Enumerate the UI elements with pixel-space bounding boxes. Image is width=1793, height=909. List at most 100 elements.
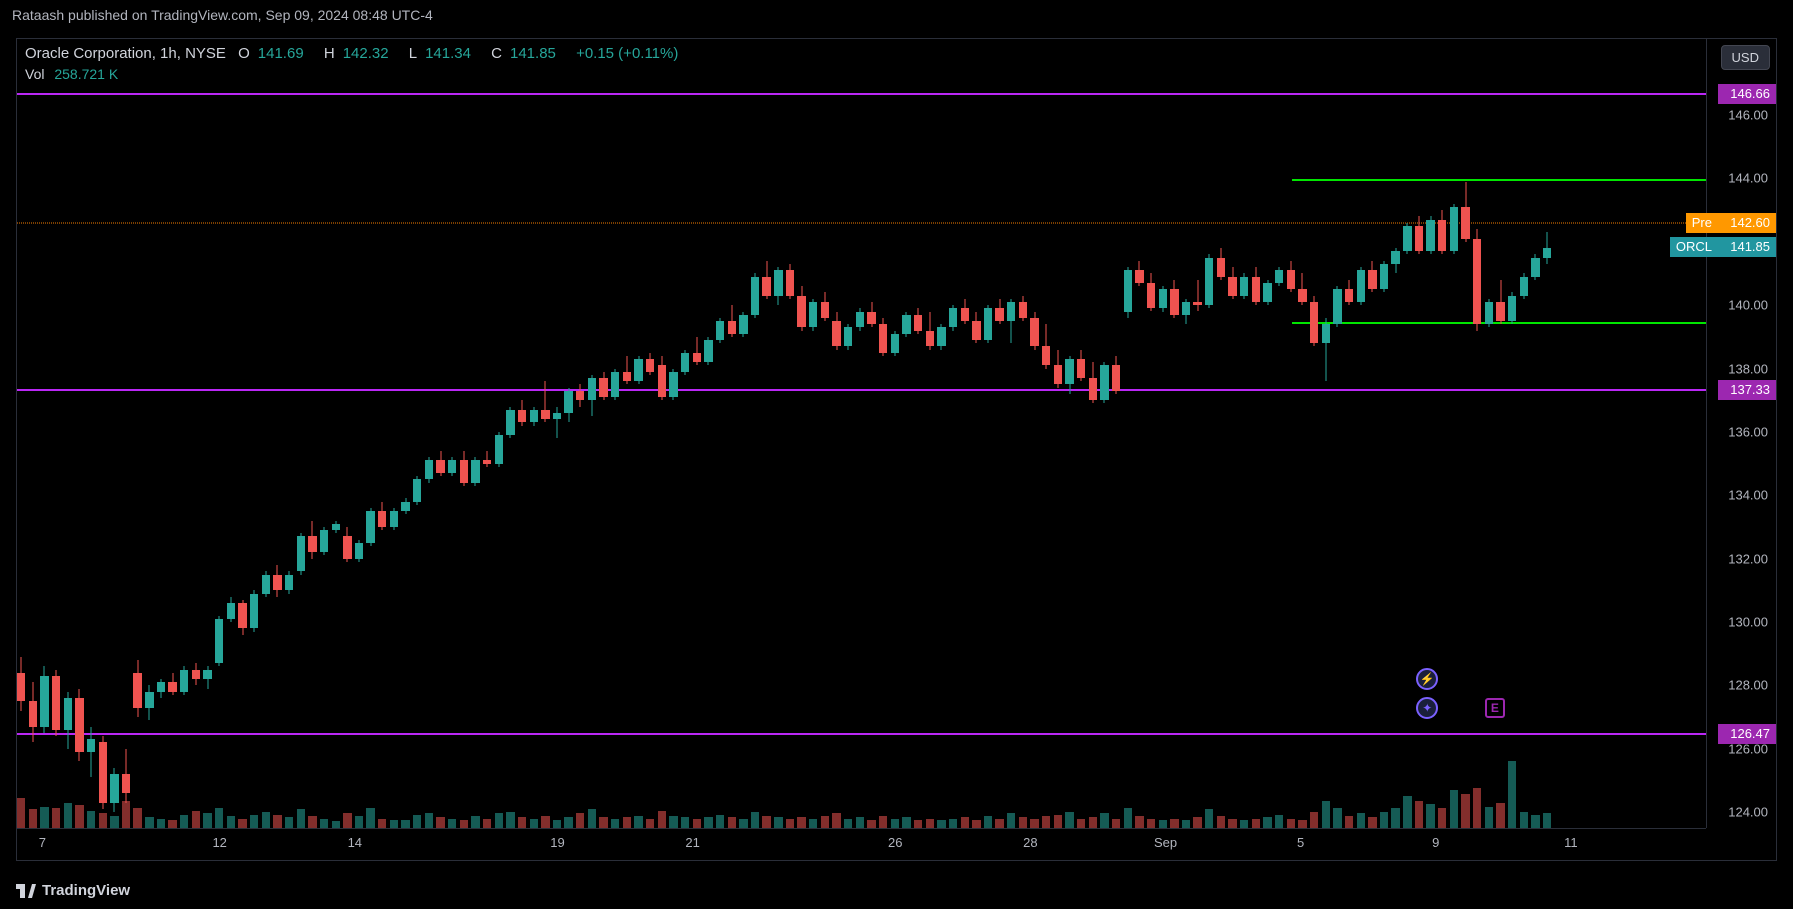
- volume-bar: [809, 819, 817, 828]
- candle: [1019, 39, 1027, 828]
- candle: [623, 39, 631, 828]
- chart-legend: Oracle Corporation, 1h, NYSE O141.69 H14…: [25, 45, 686, 82]
- volume-bar: [576, 813, 584, 828]
- volume-bar: [87, 811, 95, 828]
- candle: [320, 39, 328, 828]
- candle: [1007, 39, 1015, 828]
- candle: [1473, 39, 1481, 828]
- candle: [471, 39, 479, 828]
- volume-bar: [40, 807, 48, 828]
- volume-bar: [530, 819, 538, 828]
- x-axis[interactable]: 7121419212628Sep5911: [17, 828, 1706, 860]
- y-tick: 132.00: [1728, 551, 1768, 566]
- volume-bar: [436, 817, 444, 828]
- last-price-tag: 141.85: [1718, 237, 1776, 257]
- volume-bar: [1508, 761, 1516, 828]
- candle: [856, 39, 864, 828]
- flash-event-icon[interactable]: ⚡: [1416, 668, 1438, 690]
- candle: [984, 39, 992, 828]
- candle: [110, 39, 118, 828]
- volume-bar: [1520, 812, 1528, 828]
- volume-bar: [693, 819, 701, 828]
- candle: [1228, 39, 1236, 828]
- volume-bar: [460, 820, 468, 828]
- volume-bar: [1368, 817, 1376, 828]
- volume-label: Vol: [25, 66, 44, 82]
- volume-bar: [762, 816, 770, 828]
- volume-bar: [401, 820, 409, 828]
- x-tick: 14: [348, 835, 362, 850]
- candle: [285, 39, 293, 828]
- currency-button[interactable]: USD: [1721, 45, 1770, 70]
- volume-bar: [972, 820, 980, 828]
- publish-header: Rataash published on TradingView.com, Se…: [0, 0, 1793, 30]
- price-tag: 126.47: [1718, 724, 1776, 744]
- candle: [378, 39, 386, 828]
- candle: [1357, 39, 1365, 828]
- volume-bar: [1298, 820, 1306, 828]
- candle: [238, 39, 246, 828]
- candle: [949, 39, 957, 828]
- volume-bar: [506, 812, 514, 828]
- volume-bar: [448, 819, 456, 828]
- ticker-symbol-tag: ORCL: [1670, 237, 1718, 257]
- candle: [1252, 39, 1260, 828]
- candle: [192, 39, 200, 828]
- volume-bar: [1159, 820, 1167, 828]
- volume-bar: [1333, 808, 1341, 828]
- volume-bar: [646, 819, 654, 828]
- volume-bar: [1147, 819, 1155, 828]
- candle: [821, 39, 829, 828]
- candle: [87, 39, 95, 828]
- volume-bar: [704, 817, 712, 828]
- plot-area[interactable]: ⚡ ✦ E: [17, 39, 1706, 828]
- volume-bar: [832, 813, 840, 828]
- candle: [774, 39, 782, 828]
- chart-container[interactable]: Oracle Corporation, 1h, NYSE O141.69 H14…: [16, 38, 1777, 861]
- candle: [308, 39, 316, 828]
- candle: [122, 39, 130, 828]
- candle: [133, 39, 141, 828]
- volume-bar: [821, 816, 829, 828]
- candle: [1403, 39, 1411, 828]
- candle: [180, 39, 188, 828]
- candle: [506, 39, 514, 828]
- plus-event-icon[interactable]: ✦: [1416, 697, 1438, 719]
- volume-bar: [1217, 816, 1225, 828]
- candle: [1205, 39, 1213, 828]
- candle: [1065, 39, 1073, 828]
- volume-bar: [1205, 809, 1213, 828]
- candle: [1077, 39, 1085, 828]
- x-tick: 5: [1297, 835, 1304, 850]
- volume-bar: [110, 816, 118, 828]
- candle: [1124, 39, 1132, 828]
- candle: [1042, 39, 1050, 828]
- candle: [40, 39, 48, 828]
- x-tick: 9: [1432, 835, 1439, 850]
- candle: [926, 39, 934, 828]
- candle: [250, 39, 258, 828]
- volume-bar: [961, 817, 969, 828]
- earnings-event-icon[interactable]: E: [1485, 698, 1505, 718]
- y-tick: 138.00: [1728, 361, 1768, 376]
- candle: [1333, 39, 1341, 828]
- volume-bar: [856, 817, 864, 828]
- candle: [1182, 39, 1190, 828]
- volume-value: 258.721 K: [54, 66, 118, 82]
- volume-bar: [949, 819, 957, 828]
- y-axis[interactable]: 124.00126.00128.00130.00132.00134.00136.…: [1706, 39, 1776, 828]
- candle: [1520, 39, 1528, 828]
- candle: [413, 39, 421, 828]
- ohlc-c-label: C: [491, 45, 502, 62]
- candle: [634, 39, 642, 828]
- volume-bar: [1065, 812, 1073, 828]
- volume-bar: [553, 820, 561, 828]
- candle: [961, 39, 969, 828]
- volume-bar: [1170, 819, 1178, 828]
- volume-bar: [413, 815, 421, 828]
- premarket-price-tag: 142.60: [1718, 213, 1776, 233]
- candle: [1135, 39, 1143, 828]
- volume-bar: [751, 812, 759, 828]
- volume-bar: [1089, 817, 1097, 828]
- volume-bar: [1287, 819, 1295, 828]
